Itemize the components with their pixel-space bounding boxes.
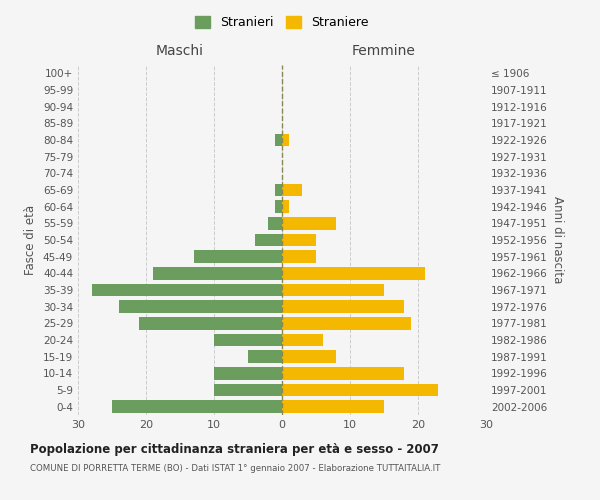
Bar (214, 334, 282, 346)
Bar (282, 234, 316, 246)
Bar (282, 217, 337, 230)
Text: Popolazione per cittadinanza straniera per età e sesso - 2007: Popolazione per cittadinanza straniera p… (30, 442, 439, 456)
Text: Maschi: Maschi (156, 44, 204, 59)
Text: Femmine: Femmine (352, 44, 416, 59)
Bar (214, 384, 282, 396)
Bar (248, 350, 282, 363)
Bar (282, 134, 289, 146)
Bar (282, 284, 384, 296)
Bar (112, 400, 282, 413)
Bar (282, 184, 302, 196)
Bar (194, 250, 282, 263)
Bar (282, 200, 289, 213)
Y-axis label: Fasce di età: Fasce di età (25, 205, 37, 275)
Bar (282, 334, 323, 346)
Bar (282, 350, 337, 363)
Bar (268, 217, 282, 230)
Bar (214, 367, 282, 380)
Bar (282, 317, 411, 330)
Y-axis label: Anni di nascita: Anni di nascita (551, 196, 564, 284)
Bar (255, 234, 282, 246)
Bar (282, 250, 316, 263)
Bar (275, 200, 282, 213)
Legend: Stranieri, Straniere: Stranieri, Straniere (190, 11, 374, 34)
Bar (282, 300, 404, 313)
Bar (282, 267, 425, 280)
Bar (282, 400, 384, 413)
Bar (139, 317, 282, 330)
Bar (275, 184, 282, 196)
Bar (119, 300, 282, 313)
Bar (153, 267, 282, 280)
Bar (92, 284, 282, 296)
Bar (282, 367, 404, 380)
Bar (275, 134, 282, 146)
Bar (282, 384, 439, 396)
Text: COMUNE DI PORRETTA TERME (BO) - Dati ISTAT 1° gennaio 2007 - Elaborazione TUTTAI: COMUNE DI PORRETTA TERME (BO) - Dati IST… (30, 464, 440, 473)
